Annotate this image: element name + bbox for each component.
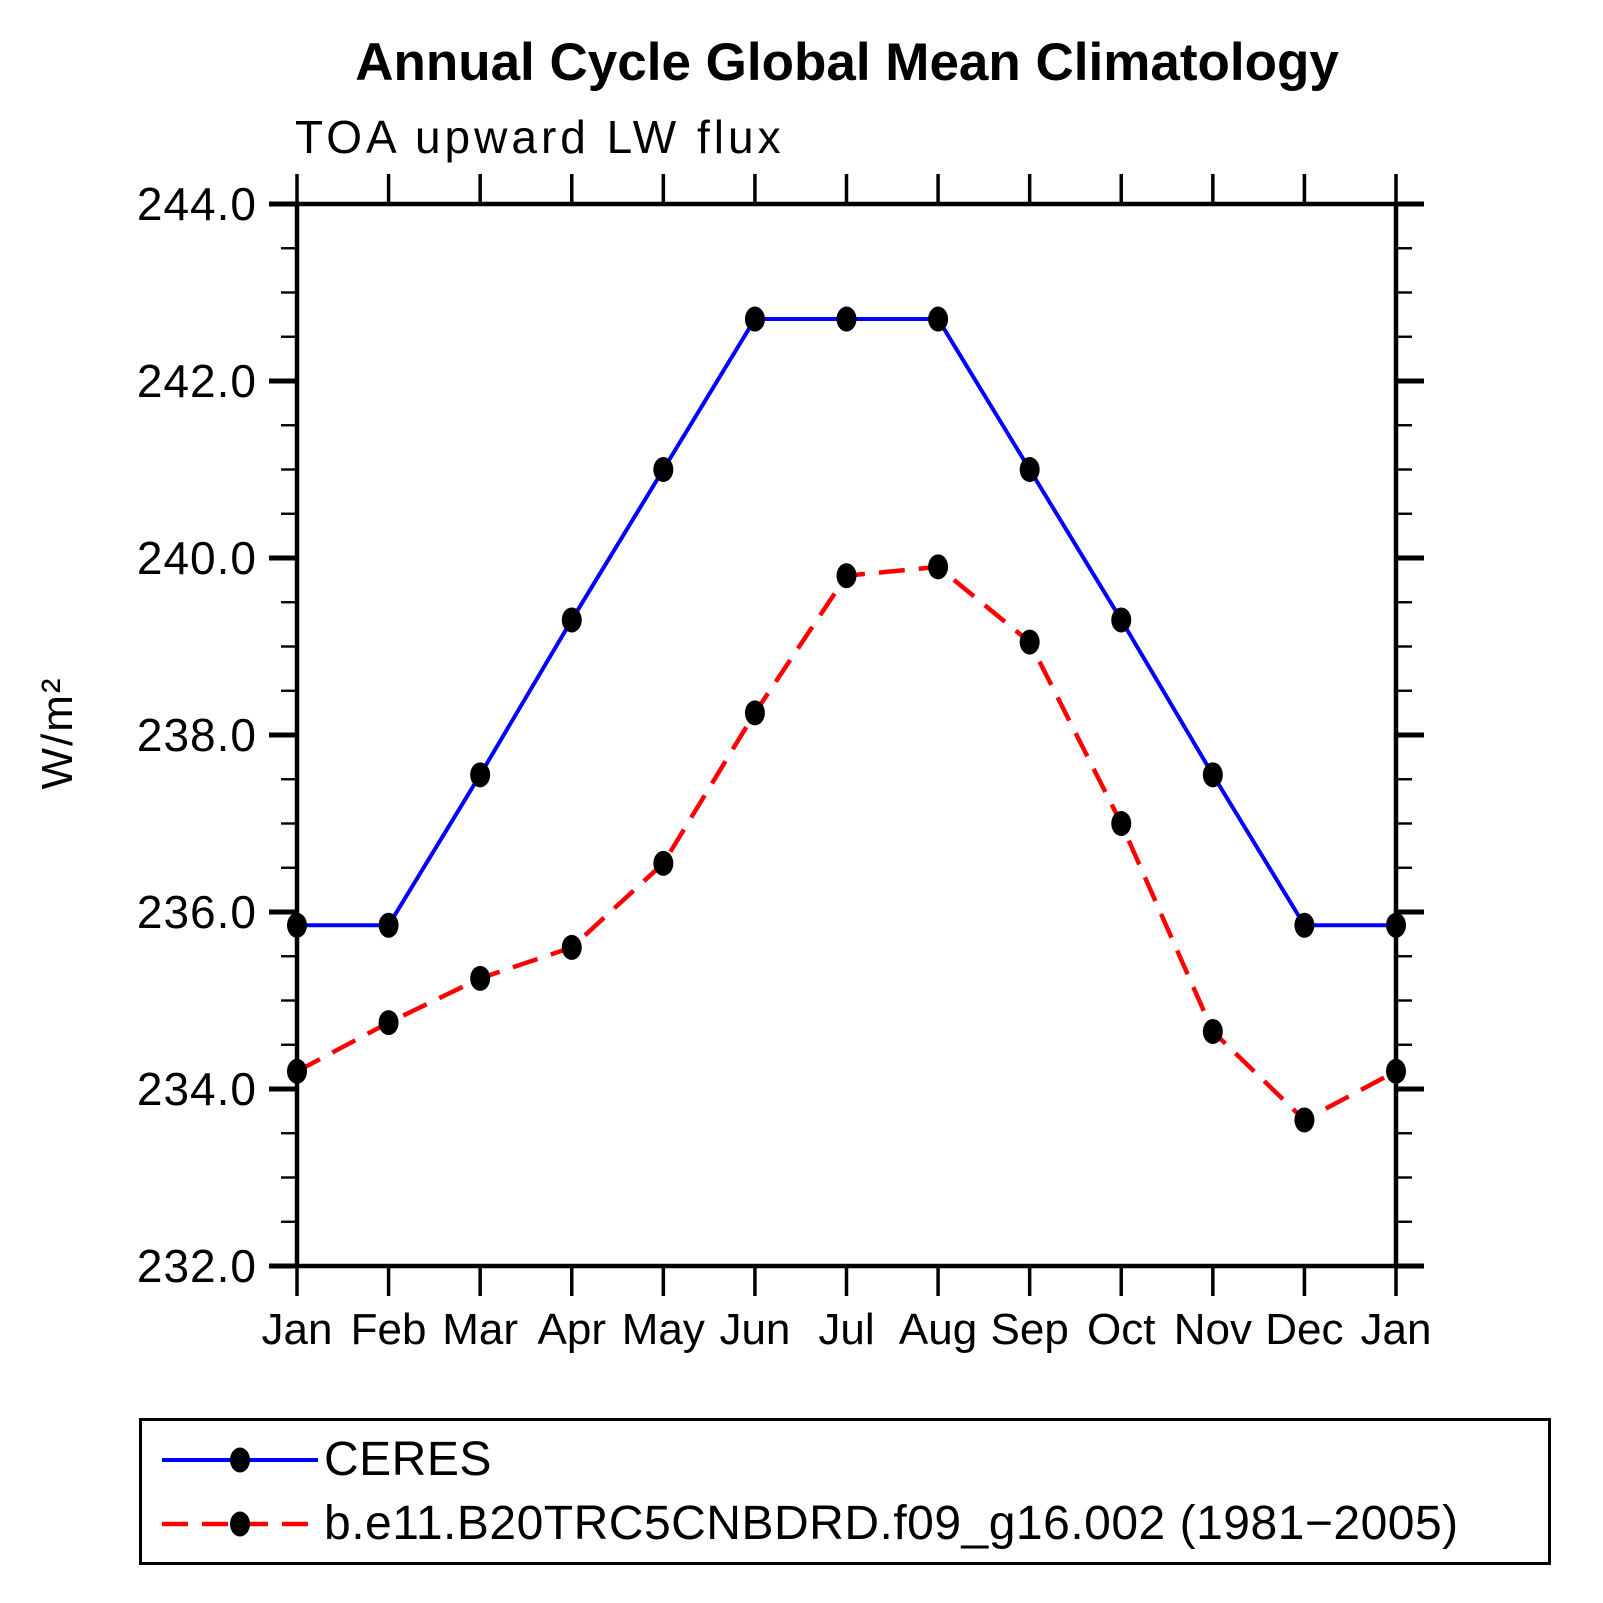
x-tick-label: Sep: [991, 1305, 1069, 1354]
legend-marker-model: [230, 1511, 250, 1536]
chart-subtitle: TOA upward LW flux: [295, 111, 785, 163]
data-point-marker: [1019, 629, 1040, 655]
y-tick-label: 236.0: [137, 886, 257, 938]
data-point-marker: [287, 1058, 307, 1084]
data-point-marker: [378, 912, 399, 938]
x-tick-label: Jun: [719, 1305, 790, 1354]
x-tick-label: Jul: [818, 1305, 874, 1354]
x-tick-label: Dec: [1265, 1305, 1343, 1354]
x-tick-label: Aug: [899, 1305, 977, 1354]
data-point-marker: [1386, 1058, 1406, 1084]
x-tick-label: Oct: [1087, 1305, 1155, 1354]
plot-frame: [294, 201, 1399, 1269]
series-line-model: [295, 564, 1398, 1123]
series-model: [287, 554, 1406, 1133]
legend-item-model: b.e11.B20TRC5CNBDRD.f09_g16.002 (1981−20…: [158, 1492, 1548, 1556]
legend-marker-ceres: [230, 1447, 250, 1472]
data-point-marker: [561, 607, 582, 633]
y-tick-label: 242.0: [137, 355, 257, 407]
data-point-marker: [1294, 912, 1315, 938]
x-tick-label: Jan: [262, 1305, 333, 1354]
x-axis-tick-labels: Jan Feb Mar Apr May Jun Jul Aug Sep Oct Nov Dec Jan: [262, 1305, 1432, 1354]
series-line-ceres: [297, 317, 1396, 928]
legend-label-model: b.e11.B20TRC5CNBDRD.f09_g16.002 (1981−20…: [324, 1497, 1459, 1550]
data-point-marker: [836, 563, 857, 589]
legend-line-sample-model: [162, 1511, 318, 1536]
data-point-marker: [1202, 762, 1223, 788]
data-point-marker: [928, 306, 949, 332]
x-tick-label: Apr: [538, 1305, 606, 1354]
data-point-marker: [470, 965, 491, 991]
data-point-marker: [744, 700, 765, 726]
data-point-marker: [378, 1010, 399, 1036]
data-point-marker: [287, 912, 307, 938]
x-tick-label: May: [622, 1305, 705, 1354]
x-tick-label: Nov: [1174, 1305, 1252, 1354]
data-point-marker: [1386, 912, 1406, 938]
y-axis-ticks: [269, 201, 1424, 1269]
legend-label-ceres: CERES: [324, 1433, 492, 1486]
y-tick-label: 240.0: [137, 532, 257, 584]
chart-title: Annual Cycle Global Mean Climatology: [355, 33, 1339, 92]
x-axis-ticks: [295, 174, 1398, 1296]
x-tick-label: Jan: [1361, 1305, 1432, 1354]
data-point-marker: [561, 934, 582, 960]
y-tick-label: 234.0: [137, 1063, 257, 1115]
data-point-marker: [653, 850, 674, 876]
data-point-marker: [744, 306, 765, 332]
x-tick-label: Mar: [442, 1305, 518, 1354]
data-point-marker: [653, 457, 674, 482]
y-tick-label: 244.0: [137, 178, 257, 230]
x-tick-label: Feb: [351, 1305, 427, 1354]
data-point-marker: [470, 762, 491, 788]
legend-line-sample-ceres: [162, 1447, 318, 1472]
data-point-marker: [1019, 457, 1040, 482]
data-point-marker: [1111, 811, 1132, 836]
y-axis-tick-labels: 244.0 242.0 240.0 238.0 236.0 234.0 232.0: [137, 178, 257, 1292]
data-point-marker: [1111, 607, 1132, 633]
data-point-marker: [836, 306, 857, 332]
y-tick-label: 232.0: [137, 1240, 257, 1292]
legend: CERES b.e11.B20TRC5CNBDRD.f09_g16.002 (1…: [139, 1418, 1551, 1565]
legend-item-ceres: CERES: [158, 1428, 1548, 1492]
data-point-marker: [928, 554, 949, 580]
y-tick-label: 238.0: [137, 709, 257, 761]
series-ceres: [287, 306, 1406, 938]
data-point-marker: [1294, 1107, 1315, 1133]
data-point-marker: [1202, 1018, 1223, 1044]
